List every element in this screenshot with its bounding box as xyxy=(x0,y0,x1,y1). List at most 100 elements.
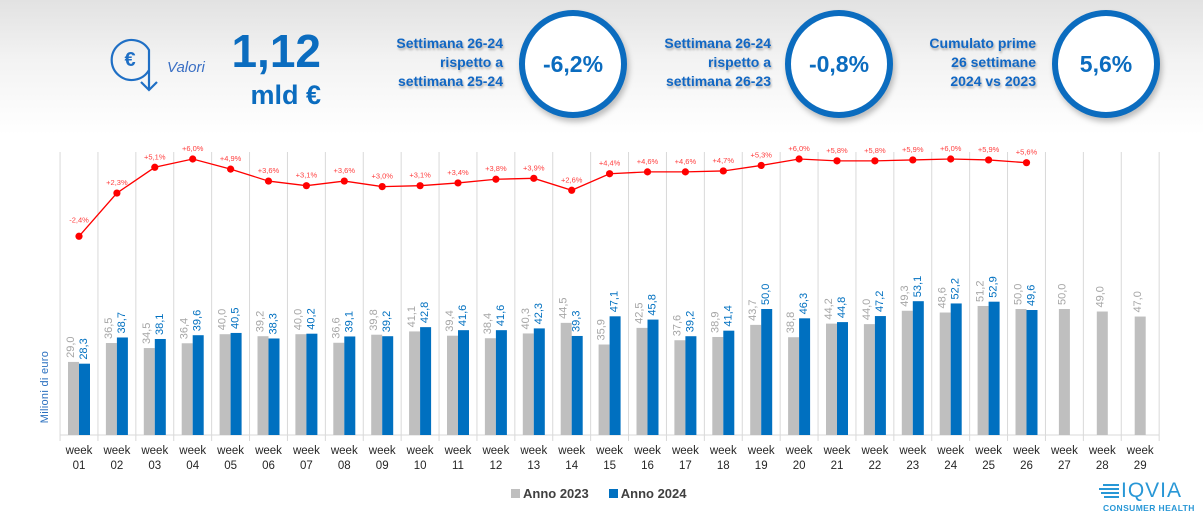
bar-label-2023: 44,0 xyxy=(861,299,873,320)
bar-2023 xyxy=(788,337,800,435)
x-tick-label: 02 xyxy=(111,460,124,472)
x-tick-label: 06 xyxy=(262,460,275,472)
bar-2024 xyxy=(1026,310,1038,435)
growth-label: +5,6% xyxy=(1016,148,1038,157)
bar-2023 xyxy=(712,336,724,435)
bar-label-2023: 37,6 xyxy=(671,315,683,336)
growth-label: +5,9% xyxy=(978,145,1000,154)
legend-label-2024: Anno 2024 xyxy=(620,486,687,501)
growth-point xyxy=(909,156,917,164)
bar-label-2023: 48,6 xyxy=(937,287,949,308)
x-tick-label: week xyxy=(330,445,358,457)
growth-point xyxy=(985,156,993,164)
growth-label: +5,8% xyxy=(826,146,848,155)
growth-point xyxy=(757,161,765,170)
brand-subtitle: CONSUMER HEALTH xyxy=(1103,503,1195,513)
growth-label: +3,4% xyxy=(447,168,469,177)
legend-swatch-2023 xyxy=(511,489,520,498)
bar-label-2024: 28,3 xyxy=(78,338,90,359)
kpi-label-line: Settimana 26-24 xyxy=(664,35,771,51)
x-tick-label: week xyxy=(292,445,320,457)
x-tick-label: 08 xyxy=(338,460,351,472)
brand-name: IQVIA xyxy=(1121,479,1183,502)
bar-label-2023: 38,9 xyxy=(709,312,721,333)
iqvia-logo: IQVIA CONSUMER HEALTH xyxy=(1099,480,1203,517)
bar-label-2023: 41,1 xyxy=(406,306,418,327)
growth-point xyxy=(75,232,83,240)
growth-point xyxy=(454,179,462,187)
bar-label-2024: 39,3 xyxy=(571,311,583,332)
values-label: Valori xyxy=(167,59,205,76)
x-tick-label: 05 xyxy=(224,460,237,472)
kpi-label-line: settimana 25-24 xyxy=(397,73,503,89)
kpi-label-line: 2024 vs 2023 xyxy=(950,73,1036,89)
bar-label-2023: 44,2 xyxy=(823,298,835,319)
x-tick-label: week xyxy=(747,445,775,457)
bar-2023 xyxy=(371,334,383,435)
bar-label-2024: 41,6 xyxy=(495,305,507,326)
bar-2023 xyxy=(863,324,875,435)
x-tick-label: week xyxy=(216,445,244,457)
bar-2023 xyxy=(143,348,155,435)
x-tick-label: 09 xyxy=(376,460,389,472)
bar-label-2024: 39,1 xyxy=(343,311,355,332)
x-tick-label: 22 xyxy=(869,460,882,472)
growth-point xyxy=(947,155,955,163)
x-tick-label: 27 xyxy=(1058,460,1071,472)
bar-2023 xyxy=(447,335,458,435)
x-tick-label: week xyxy=(444,445,472,457)
bar-label-2024: 52,2 xyxy=(950,278,962,299)
x-tick-label: week xyxy=(102,445,130,457)
bar-label-2024: 38,7 xyxy=(116,312,128,333)
growth-line xyxy=(78,158,1027,237)
growth-point xyxy=(189,155,197,163)
growth-label: +6,0% xyxy=(788,144,810,153)
kpi-cumulative-label: Cumulato prime 26 settimane 2024 vs 2023 xyxy=(900,34,1036,91)
bar-2024 xyxy=(306,333,318,435)
bar-label-2024: 40,2 xyxy=(305,308,317,329)
growth-label: +6,0% xyxy=(182,144,204,153)
bar-label-2023: 36,5 xyxy=(103,318,115,339)
bar-2023 xyxy=(257,336,269,435)
bar-2023 xyxy=(674,340,686,435)
bar-label-2023: 38,4 xyxy=(482,313,494,334)
bar-2023 xyxy=(484,338,496,435)
bar-2023 xyxy=(409,331,421,435)
x-tick-label: week xyxy=(595,445,623,457)
bar-label-2024: 42,3 xyxy=(533,303,545,324)
bar-2024 xyxy=(382,336,394,435)
growth-point xyxy=(530,174,538,182)
bar-label-2024: 38,3 xyxy=(268,313,280,334)
x-tick-label: week xyxy=(178,445,206,457)
growth-label: +2,6% xyxy=(561,175,583,184)
x-tick-label: 17 xyxy=(679,460,692,472)
bar-label-2023: 36,6 xyxy=(330,317,342,338)
x-tick-label: week xyxy=(557,445,585,457)
bar-label-2024: 45,8 xyxy=(647,294,659,315)
y-axis-label: Milioni di euro xyxy=(39,350,51,424)
bar-label-2023: 40,3 xyxy=(520,308,532,329)
bar-label-2023: 50,0 xyxy=(1013,284,1025,305)
x-tick-label: 04 xyxy=(186,460,199,472)
bar-label-2023: 51,2 xyxy=(975,281,987,302)
growth-point xyxy=(568,186,576,194)
growth-label: +4,4% xyxy=(599,159,621,168)
growth-label: +4,6% xyxy=(675,157,697,166)
bar-label-2024: 39,2 xyxy=(684,311,696,332)
x-tick-label: 13 xyxy=(527,460,540,472)
growth-point xyxy=(719,167,727,175)
x-tick-label: week xyxy=(709,445,737,457)
chart-legend: Anno 2023 Anno 2024 xyxy=(511,486,687,501)
euro-down-arrow-icon: € xyxy=(110,38,158,92)
kpi-label-line: settimana 26-23 xyxy=(665,73,771,89)
growth-point xyxy=(643,168,652,176)
bar-label-2024: 53,1 xyxy=(912,276,924,297)
x-tick-label: 15 xyxy=(603,460,616,472)
growth-point xyxy=(340,177,348,185)
bar-label-2023: 44,5 xyxy=(558,297,570,318)
bar-label-2023: 50,0 xyxy=(1056,284,1068,305)
x-tick-label: week xyxy=(1088,445,1116,457)
total-value: 1,12 xyxy=(231,25,321,77)
bar-label-2024: 47,1 xyxy=(609,291,621,312)
growth-point xyxy=(378,183,386,191)
